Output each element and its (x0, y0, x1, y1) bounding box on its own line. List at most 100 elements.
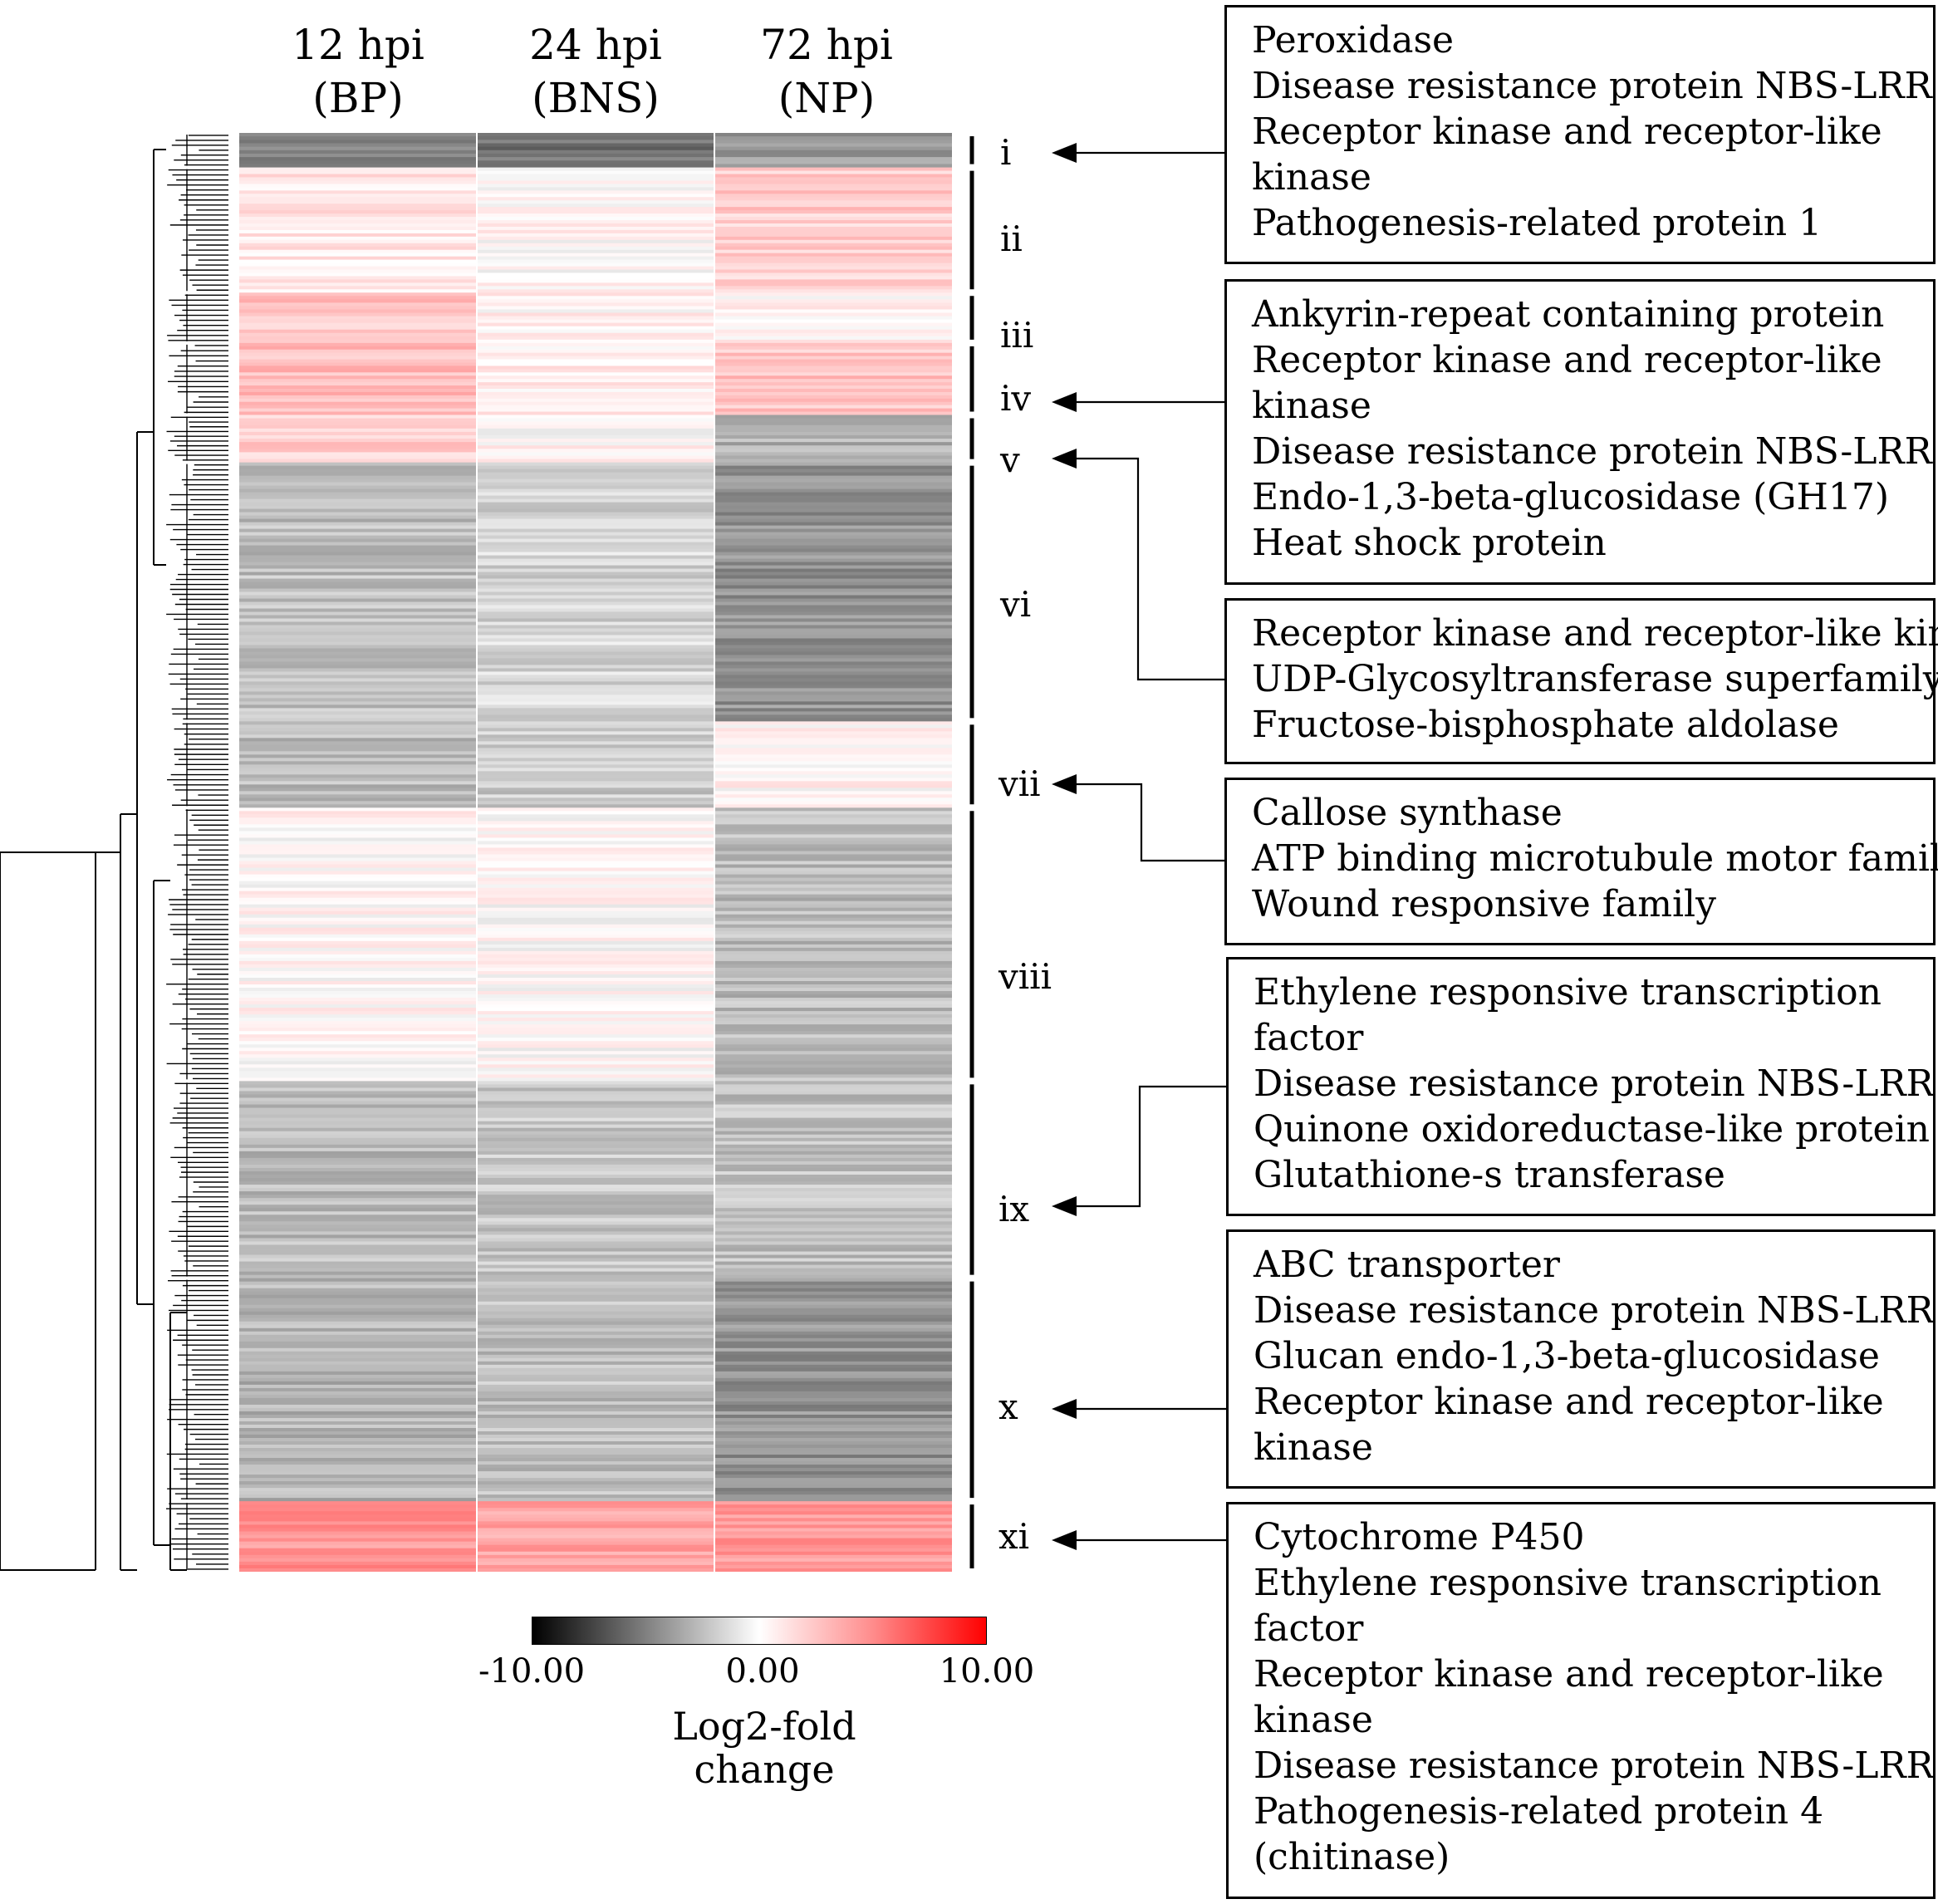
heatmap-cell (477, 960, 714, 965)
heatmap-cell (477, 153, 714, 158)
heatmap-cell (477, 1278, 714, 1283)
heatmap-cell (477, 1458, 714, 1462)
heatmap-cell (239, 442, 477, 446)
heatmap-cell (714, 1117, 952, 1122)
heatmap-cell (239, 568, 477, 573)
heatmap-cell (714, 1081, 952, 1086)
heatmap-cell (239, 1041, 477, 1045)
annotation-line: kinase (1254, 1699, 1373, 1741)
heatmap-cell (239, 1071, 477, 1075)
heatmap-cell (477, 190, 714, 194)
heatmap-cell (477, 944, 714, 949)
heatmap-cell (714, 954, 952, 959)
heatmap-cell (477, 668, 714, 673)
heatmap-cell (239, 187, 477, 191)
heatmap-cell (477, 1475, 714, 1479)
heatmap-cell (714, 754, 952, 758)
heatmap-cell (714, 472, 952, 477)
heatmap-cell (239, 1131, 477, 1136)
heatmap-cell (714, 459, 952, 464)
heatmap-cell (714, 641, 952, 646)
heatmap-cell (477, 1117, 714, 1122)
heatmap-cell (239, 329, 477, 334)
heatmap-cell (714, 1278, 952, 1283)
heatmap-cell (477, 1054, 714, 1058)
heatmap-cell (714, 797, 952, 802)
heatmap-cell (714, 197, 952, 201)
heatmap-cell (239, 366, 477, 370)
heatmap-cell (239, 1084, 477, 1089)
heatmap-cell (239, 1424, 477, 1429)
heatmap-cell (477, 688, 714, 693)
heatmap-cell (714, 565, 952, 570)
heatmap-cell (239, 184, 477, 188)
heatmap-cell (714, 1465, 952, 1469)
heatmap-cell (239, 920, 477, 925)
annotation-line: Cytochrome P450 (1254, 1516, 1585, 1558)
heatmap-cell (714, 1538, 952, 1543)
heatmap-cell (477, 143, 714, 148)
heatmap-cell (714, 1377, 952, 1382)
heatmap-cell (239, 1288, 477, 1293)
heatmap-cell (477, 226, 714, 231)
heatmap-cell (714, 1334, 952, 1339)
heatmap-cell (477, 974, 714, 979)
heatmap-cell (239, 748, 477, 752)
heatmap-cell (477, 1411, 714, 1416)
heatmap-cell (477, 1191, 714, 1195)
heatmap-cell (239, 631, 477, 636)
heatmap-cell (239, 721, 477, 725)
heatmap-cell (477, 236, 714, 241)
heatmap-cell (239, 1157, 477, 1162)
heatmap-cell (714, 781, 952, 785)
heatmap-cell (477, 671, 714, 676)
heatmap-cell (239, 804, 477, 808)
heatmap-cell (714, 804, 952, 808)
column-time: 24 hpi (529, 21, 662, 69)
annotation-line: Disease resistance protein NBS-LRR (1252, 65, 1932, 107)
heatmap-cell (239, 718, 477, 722)
column-stage: (BP) (312, 74, 404, 122)
heatmap-cell (714, 1564, 952, 1569)
heatmap-cell (239, 207, 477, 211)
heatmap-cell (714, 512, 952, 517)
heatmap-cell (714, 210, 952, 214)
heatmap-cell (477, 807, 714, 812)
heatmap-cell (714, 229, 952, 234)
heatmap-cell (714, 1244, 952, 1249)
cluster-label-v: v (1000, 439, 1020, 480)
heatmap-cell (239, 1188, 477, 1192)
heatmap-cell (239, 1448, 477, 1452)
heatmap-cell (239, 505, 477, 510)
heatmap-cell (239, 1241, 477, 1246)
heatmap-cell (239, 857, 477, 862)
annotation-line: Ankyrin-repeat containing protein (1252, 293, 1885, 336)
cluster-label-vii: vii (998, 763, 1041, 804)
heatmap-cell (477, 1107, 714, 1112)
heatmap-cell (477, 578, 714, 583)
heatmap-cell (714, 282, 952, 287)
heatmap-cell (477, 1254, 714, 1259)
annotation-line: factor (1254, 1607, 1364, 1650)
heatmap-cell (239, 758, 477, 762)
heatmap-cell (239, 914, 477, 919)
heatmap-cell (239, 854, 477, 859)
heatmap-cell (714, 970, 952, 975)
heatmap-cell (714, 445, 952, 449)
heatmap-cell (239, 937, 477, 942)
heatmap-cell (714, 1414, 952, 1419)
heatmap-cell (239, 585, 477, 590)
heatmap-cell (477, 445, 714, 449)
heatmap-cell (714, 675, 952, 680)
heatmap-cell (477, 525, 714, 530)
heatmap-cell (477, 1538, 714, 1543)
heatmap-cell (714, 279, 952, 283)
heatmap-cell (239, 754, 477, 758)
heatmap-cell (239, 418, 477, 423)
heatmap-cell (239, 861, 477, 866)
heatmap-cell (239, 1291, 477, 1296)
heatmap-cell (477, 1034, 714, 1038)
heatmap-cell (714, 685, 952, 689)
heatmap-cell (714, 1354, 952, 1359)
heatmap-cell (239, 421, 477, 426)
